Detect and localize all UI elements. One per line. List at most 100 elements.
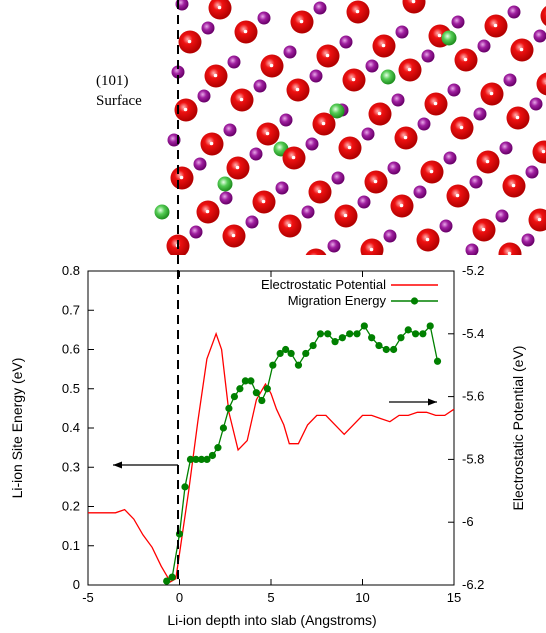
y-tick-label: 0.6 — [62, 342, 80, 357]
migration-energy-point — [346, 330, 354, 338]
atom-highlight — [347, 145, 352, 150]
titanium-atom — [301, 205, 315, 219]
atom-highlight — [481, 227, 486, 232]
lithium-atom — [380, 69, 396, 85]
atom-highlight — [269, 63, 274, 68]
y-axis-label: Li-ion Site Energy (eV) — [9, 358, 25, 499]
atom-highlight — [299, 19, 304, 24]
titanium-atom — [365, 59, 379, 73]
y-tick-label: 0.5 — [62, 381, 80, 396]
oxygen-atom — [536, 72, 546, 96]
lithium-atom — [441, 30, 457, 46]
atom-highlight — [485, 159, 490, 164]
migration-energy-point — [368, 334, 376, 342]
migration-energy-point — [287, 349, 295, 358]
y-tick-label: 0 — [73, 577, 80, 592]
atom-highlight — [217, 5, 222, 10]
oxygen-atom — [360, 238, 384, 255]
titanium-atom — [357, 195, 371, 209]
titanium-atom — [525, 165, 539, 179]
migration-energy-point — [390, 345, 398, 354]
y-tick-label: 0.1 — [62, 538, 80, 553]
titanium-atom — [201, 21, 215, 35]
migration-energy-point — [203, 455, 211, 463]
oxygen-atom — [528, 208, 546, 232]
titanium-atom — [507, 5, 521, 19]
migration-energy-point — [181, 483, 189, 491]
titanium-atom — [417, 117, 431, 131]
atom-highlight — [351, 77, 356, 82]
titanium-atom — [361, 127, 375, 141]
axis-arrows — [113, 398, 437, 469]
migration-energy-point — [258, 396, 266, 405]
legend-label-electrostatic: Electrostatic Potential — [261, 277, 386, 292]
titanium-atom — [257, 11, 271, 25]
atom-highlight — [243, 29, 248, 34]
atom-highlight — [407, 67, 412, 72]
migration-energy-point — [404, 326, 412, 334]
x-tick-label: 15 — [447, 590, 461, 605]
x-tick-label: -5 — [82, 590, 94, 605]
oxygen-atom — [402, 0, 426, 14]
titanium-atom — [391, 93, 405, 107]
atom-highlight — [463, 57, 468, 62]
migration-energy-point — [186, 455, 195, 463]
oxygen-atom — [305, 248, 327, 255]
migration-energy-point — [324, 330, 332, 338]
titanium-atom — [249, 147, 263, 161]
migration-energy-point — [192, 455, 200, 463]
migration-energy-point — [426, 322, 434, 330]
atom-highlight — [213, 73, 218, 78]
migration-energy-point — [252, 389, 260, 397]
migration-energy-point — [302, 349, 310, 358]
atom-highlight — [437, 33, 442, 38]
titanium-atom — [533, 29, 546, 43]
lithium-atom — [154, 204, 170, 220]
atom-highlight — [235, 165, 240, 170]
atom-highlight — [325, 53, 330, 58]
migration-energy-point — [331, 338, 339, 346]
titanium-atom — [387, 161, 401, 175]
migration-energy-point — [225, 404, 233, 412]
right-axis-arrow-head — [428, 398, 437, 406]
atom-highlight — [317, 189, 322, 194]
migration-energy-point — [419, 330, 427, 338]
y2-tick-label: -6.2 — [462, 577, 484, 592]
titanium-atom — [499, 141, 513, 155]
migration-energy-line — [166, 324, 439, 582]
titanium-atom — [283, 45, 297, 59]
titanium-atom — [171, 65, 185, 79]
y2-tick-label: -5.8 — [462, 451, 484, 466]
migration-energy-point — [197, 455, 206, 463]
migration-energy-point — [263, 385, 271, 393]
migration-energy-point — [230, 393, 238, 401]
migration-energy-point — [214, 444, 222, 452]
atom-highlight — [179, 175, 184, 180]
migration-energy-point — [433, 357, 442, 365]
atom-highlight — [205, 209, 210, 214]
titanium-atom — [331, 171, 345, 185]
atom-highlight — [291, 155, 296, 160]
x-tick-label: 10 — [355, 590, 369, 605]
atomic-structure-illustration — [154, 0, 546, 255]
migration-energy-point — [236, 385, 244, 393]
migration-energy-series — [163, 322, 442, 585]
atom-highlight — [489, 91, 494, 96]
x-tick-label: 0 — [176, 590, 183, 605]
atom-highlight — [403, 135, 408, 140]
atom-highlight — [187, 39, 192, 44]
atom-highlight — [411, 0, 416, 4]
migration-energy-point — [175, 530, 184, 538]
atom-highlight — [231, 233, 236, 238]
titanium-atom — [313, 1, 327, 15]
migration-energy-point — [360, 322, 368, 330]
atom-highlight — [381, 43, 386, 48]
atom-highlight — [399, 203, 404, 208]
titanium-atom — [503, 73, 517, 87]
migration-energy-point — [375, 341, 383, 350]
y2-tick-label: -5.2 — [462, 263, 484, 278]
migration-energy-point — [247, 377, 255, 385]
lithium-atom — [329, 103, 345, 119]
atom-highlight — [343, 213, 348, 218]
